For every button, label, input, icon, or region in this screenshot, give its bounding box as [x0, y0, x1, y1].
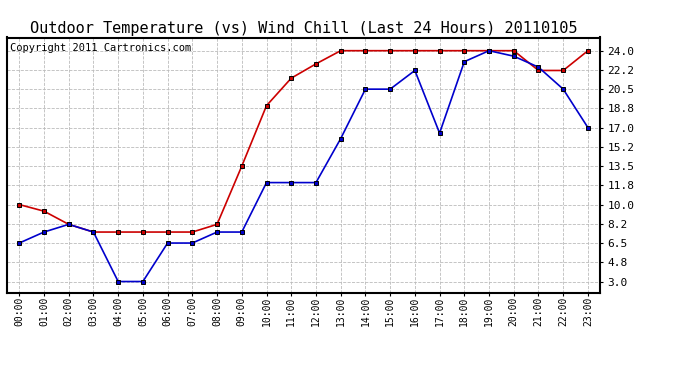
Text: Copyright 2011 Cartronics.com: Copyright 2011 Cartronics.com: [10, 43, 191, 52]
Title: Outdoor Temperature (vs) Wind Chill (Last 24 Hours) 20110105: Outdoor Temperature (vs) Wind Chill (Las…: [30, 21, 578, 36]
